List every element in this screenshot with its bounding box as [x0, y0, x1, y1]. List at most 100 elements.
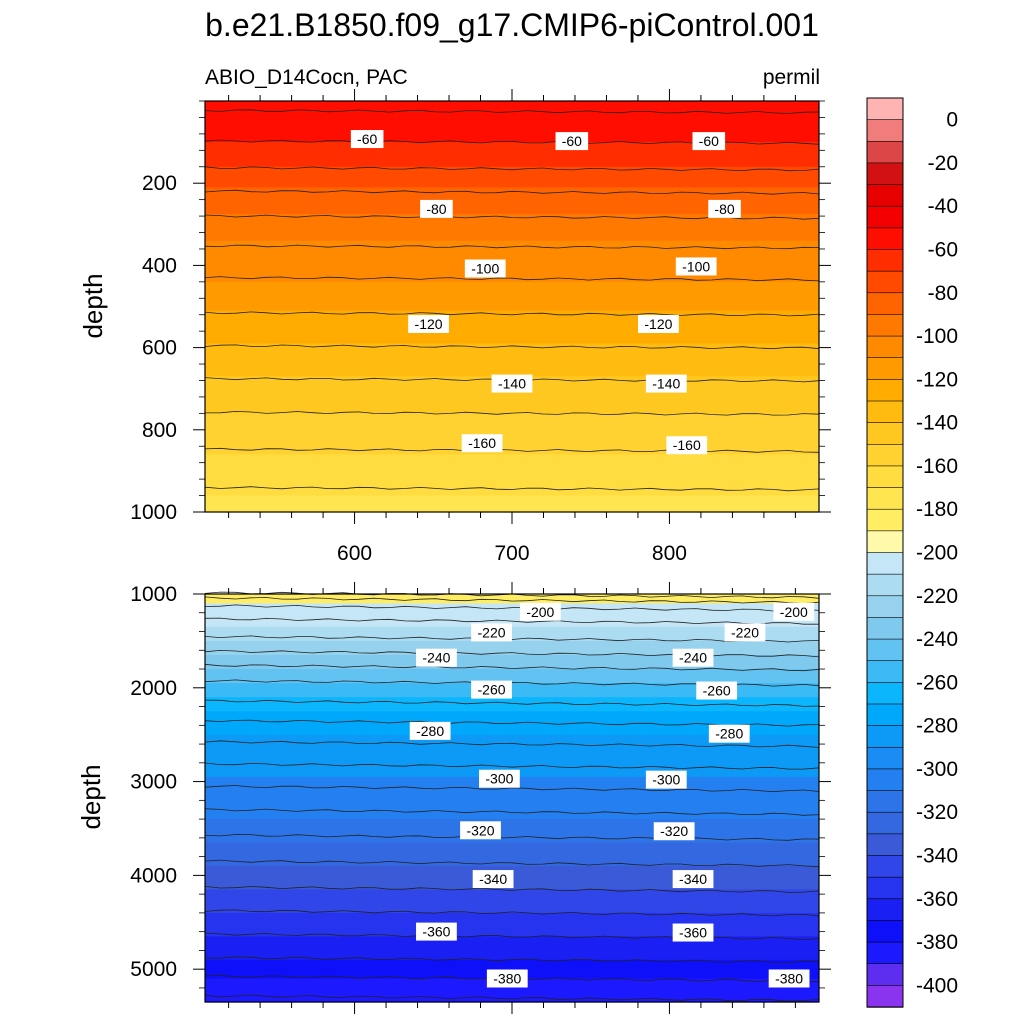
y-tick-label: 600: [142, 337, 177, 360]
contour-label: -240: [422, 650, 450, 666]
y-tick-label: 400: [142, 254, 177, 277]
contour-label: -200: [780, 604, 808, 620]
contour-line: [204, 344, 820, 350]
units-string: permil: [763, 66, 820, 89]
contour-band: [205, 475, 819, 497]
colorbar-box: [866, 487, 904, 510]
contour-label-box: [486, 969, 528, 988]
contour-label: -220: [731, 624, 759, 640]
contour-label-box: [645, 374, 687, 393]
colorbar-label: -120: [916, 368, 958, 391]
colorbar-label: -40: [928, 195, 958, 218]
contour-band: [205, 912, 819, 937]
x-tick-label: 700: [494, 542, 529, 565]
colorbar-box: [866, 530, 904, 554]
colorbar-box: [866, 790, 904, 813]
contour-line: [204, 859, 820, 868]
contour-label-box: [672, 870, 714, 889]
contour-label-box: [408, 314, 449, 333]
contour-band: [205, 454, 819, 476]
colorbar-box: [866, 985, 904, 1008]
contour-label: -60: [357, 131, 377, 147]
contour-label: -340: [479, 871, 507, 887]
colorbar-box: [866, 422, 904, 445]
contour-label: -60: [562, 133, 582, 149]
colorbar-label: -100: [916, 325, 958, 348]
colorbar-label: -300: [916, 758, 958, 781]
contour-label-box: [708, 724, 750, 743]
contour-label-box: [472, 870, 514, 889]
colorbar-box: [866, 963, 904, 987]
contour-line: [204, 166, 820, 172]
colorbar-label: -340: [916, 845, 958, 868]
contour-band: [205, 413, 819, 435]
contour-line: [204, 604, 820, 612]
contour-label-box: [460, 821, 501, 840]
contour-label-box: [768, 969, 810, 988]
colorbar-box: [866, 855, 904, 878]
colorbar-box: [866, 573, 904, 597]
contour-band: [205, 654, 819, 670]
colorbar-box: [866, 400, 904, 424]
colorbar-label: -220: [916, 585, 958, 608]
colorbar-label: -280: [916, 715, 958, 738]
contour-band: [205, 669, 819, 684]
colorbar-box: [866, 97, 904, 121]
contour-line: [204, 276, 820, 282]
contour-label-box: [675, 257, 717, 276]
x-tick-label: 600: [337, 542, 372, 565]
contour-line: [204, 994, 820, 1002]
contour-line: [204, 762, 820, 770]
colorbar-label: -380: [916, 931, 958, 954]
contour-label: -140: [498, 376, 526, 392]
contour-label: -240: [679, 650, 707, 666]
colorbar-label: -260: [916, 671, 958, 694]
y-tick-label: 5000: [130, 958, 177, 981]
contour-label-box: [645, 770, 687, 789]
colorbar-box: [866, 898, 904, 922]
lower-y-axis-label: depth: [76, 764, 106, 829]
contour-label: -120: [644, 316, 672, 332]
contour-band: [205, 683, 819, 698]
contour-line: [204, 886, 820, 893]
colorbar-box: [866, 617, 904, 640]
colorbar-label: 0: [946, 109, 958, 132]
colorbar-box: [866, 314, 904, 337]
contour-band: [205, 594, 819, 604]
contour-label: -160: [673, 437, 701, 453]
colorbar-box: [866, 660, 904, 684]
contour-label: -80: [714, 201, 734, 217]
contour-label-box: [672, 648, 714, 667]
contour-label-box: [471, 623, 512, 642]
colorbar-box: [866, 227, 904, 251]
contour-band: [205, 959, 819, 980]
upper-panel: -60 -60 -60 -80 -80 -100 -100 -120 -120 -140 -140 -…: [130, 89, 831, 565]
contour-label: -140: [652, 376, 680, 392]
contour-band: [205, 327, 819, 345]
colorbar-box: [866, 508, 904, 532]
contour-label: -320: [466, 822, 494, 838]
contour-line: [204, 617, 819, 625]
contour-band: [205, 125, 819, 143]
contour-band: [205, 281, 819, 297]
contour-line: [204, 834, 820, 841]
contour-label-box: [653, 822, 695, 841]
figure-title: b.e21.B1850.f09_g17.CMIP6-piControl.001: [205, 7, 819, 43]
contour-label: -160: [468, 435, 496, 451]
colorbar-label: -160: [916, 455, 958, 478]
colorbar-box: [866, 682, 904, 705]
colorbar-box: [866, 443, 904, 467]
upper-y-axis-label: depth: [78, 273, 108, 338]
contour-label: -260: [703, 683, 731, 699]
contour-line: [204, 244, 820, 250]
contour-band: [205, 734, 819, 755]
contour-label: -120: [415, 316, 443, 332]
contour-band: [205, 142, 819, 156]
contour-label-box: [464, 259, 506, 278]
contour-label: -320: [660, 823, 688, 839]
contour-line: [204, 740, 820, 748]
colorbar-label: -60: [928, 239, 958, 262]
colorbar-box: [866, 920, 904, 943]
colorbar-box: [866, 811, 904, 835]
colorbar-box: [866, 552, 904, 575]
